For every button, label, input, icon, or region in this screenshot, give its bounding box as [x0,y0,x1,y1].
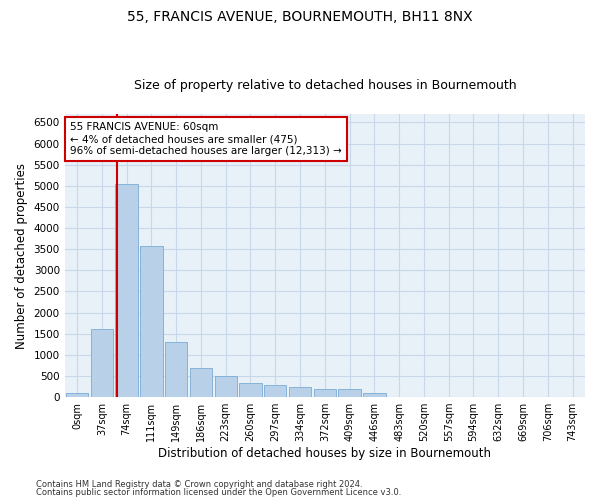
X-axis label: Distribution of detached houses by size in Bournemouth: Distribution of detached houses by size … [158,447,491,460]
Bar [115,184,138,397]
Bar [66,393,88,397]
Bar [338,389,361,397]
Bar [264,385,286,397]
Text: 55, FRANCIS AVENUE, BOURNEMOUTH, BH11 8NX: 55, FRANCIS AVENUE, BOURNEMOUTH, BH11 8N… [127,10,473,24]
Title: Size of property relative to detached houses in Bournemouth: Size of property relative to detached ho… [134,79,516,92]
Bar [190,368,212,397]
Bar [289,387,311,397]
Bar [165,342,187,397]
Text: 55 FRANCIS AVENUE: 60sqm
← 4% of detached houses are smaller (475)
96% of semi-d: 55 FRANCIS AVENUE: 60sqm ← 4% of detache… [70,122,341,156]
Y-axis label: Number of detached properties: Number of detached properties [15,162,28,348]
Bar [239,382,262,397]
Bar [91,328,113,397]
Bar [363,393,386,397]
Bar [314,388,336,397]
Text: Contains HM Land Registry data © Crown copyright and database right 2024.: Contains HM Land Registry data © Crown c… [36,480,362,489]
Bar [140,246,163,397]
Bar [215,376,237,397]
Text: Contains public sector information licensed under the Open Government Licence v3: Contains public sector information licen… [36,488,401,497]
